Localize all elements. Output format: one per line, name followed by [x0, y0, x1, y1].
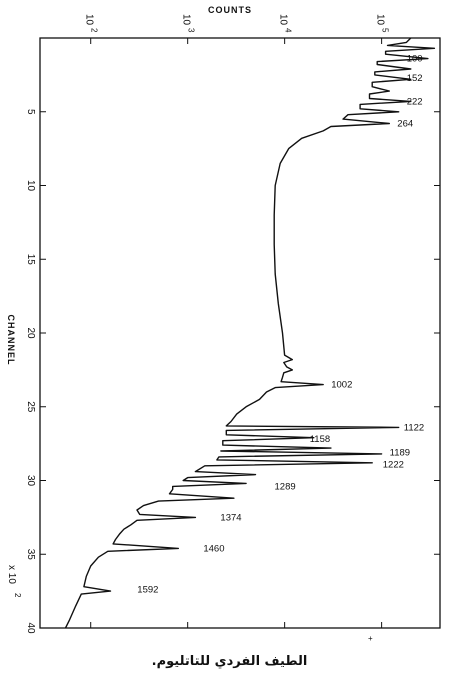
counts-tick-base: 10 [375, 14, 386, 26]
counts-tick-label: 104 [278, 14, 293, 33]
figure-caption: الطيف الفردي للتاتليوم. [151, 654, 308, 669]
channel-tick-label: 25 [25, 401, 36, 413]
counts-tick-base: 10 [181, 14, 192, 26]
counts-tick-exponent: 5 [381, 28, 390, 33]
counts-tick-label: 105 [375, 14, 390, 33]
counts-tick-base: 10 [84, 14, 95, 26]
peak-label: 264 [397, 119, 413, 130]
channel-multiplier: x 10 2 [6, 565, 22, 598]
channel-tick-label: 40 [25, 622, 36, 634]
channel-tick-label: 15 [25, 254, 36, 266]
channel-tick-label: 35 [25, 549, 36, 561]
small-mark: + [368, 634, 373, 643]
channel-multiplier-label: x 10 [6, 565, 17, 584]
channel-tick-label: 30 [25, 475, 36, 487]
counts-tick-exponent: 3 [187, 28, 196, 33]
counts-tick-exponent: 4 [284, 28, 293, 33]
plot-frame [39, 37, 441, 629]
peak-label: 1189 [390, 447, 410, 458]
counts-tick-label: 103 [181, 14, 196, 33]
peak-label: 1592 [137, 585, 158, 596]
peak-label: 1460 [203, 543, 224, 554]
peak-label: 222 [407, 96, 423, 107]
spectrum-line [64, 37, 436, 629]
peak-label: 1374 [220, 512, 241, 523]
peak-label: 1289 [275, 481, 296, 492]
counts-tick-base: 10 [278, 14, 289, 26]
channel-tick-label: 5 [25, 109, 36, 115]
series-layer [64, 37, 436, 629]
counts-axis-title: COUNTS [208, 5, 252, 15]
peak-label: 100 [407, 54, 423, 65]
counts-tick-exponent: 2 [90, 28, 99, 33]
peak-label: 1222 [383, 459, 404, 470]
channel-tick-label: 20 [25, 327, 36, 339]
peak-label: 1158 [310, 434, 330, 445]
peak-label: 1002 [331, 380, 352, 391]
channel-tick-label: 10 [25, 180, 36, 192]
channel-multiplier-exponent: 2 [13, 593, 22, 598]
channel-axis-title: CHANNEL [6, 315, 16, 366]
peak-label: 152 [407, 73, 423, 84]
peak-label: 1122 [404, 422, 424, 433]
counts-tick-label: 102 [84, 14, 99, 33]
